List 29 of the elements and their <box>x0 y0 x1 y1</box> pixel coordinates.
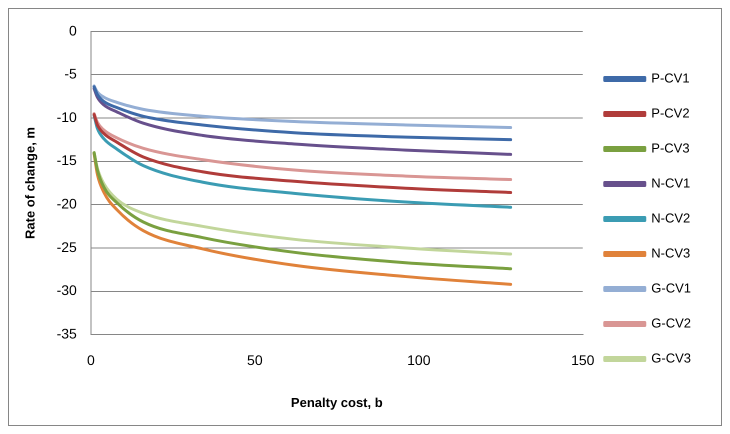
legend-label: P-CV1 <box>651 70 690 86</box>
line-series <box>92 84 512 130</box>
x-axis-title: Penalty cost, b <box>290 394 383 410</box>
legend-label: G-CV2 <box>651 316 692 331</box>
y-tick-label: -10 <box>56 108 78 125</box>
line-series <box>92 114 512 209</box>
y-axis-title: Rate of change, m <box>22 127 38 239</box>
y-tick-label: -35 <box>56 325 78 342</box>
legend-label: G-CV1 <box>651 280 692 296</box>
legend-label: N-CV2 <box>651 210 690 226</box>
x-tick-label: 50 <box>247 352 263 368</box>
y-tick-label: 0 <box>69 22 78 38</box>
y-tick-label: -20 <box>56 196 78 212</box>
legend-label: N-CV1 <box>651 176 690 191</box>
legend-label: P-CV3 <box>651 140 690 156</box>
legend-label: G-CV3 <box>651 350 692 366</box>
y-tick-label: -30 <box>56 282 78 298</box>
line-series <box>92 85 512 142</box>
y-tick-label: -15 <box>56 152 78 168</box>
y-tick-label: -25 <box>56 238 78 255</box>
x-tick-label: 0 <box>86 352 95 368</box>
legend-label: P-CV2 <box>651 106 690 121</box>
legend-label: N-CV3 <box>651 246 690 261</box>
line-series <box>92 113 512 194</box>
y-tick-label: -5 <box>64 66 78 82</box>
line-series <box>92 112 512 182</box>
x-tick-label: 100 <box>407 352 431 368</box>
x-tick-label: 150 <box>571 352 595 368</box>
line-series <box>92 87 512 156</box>
